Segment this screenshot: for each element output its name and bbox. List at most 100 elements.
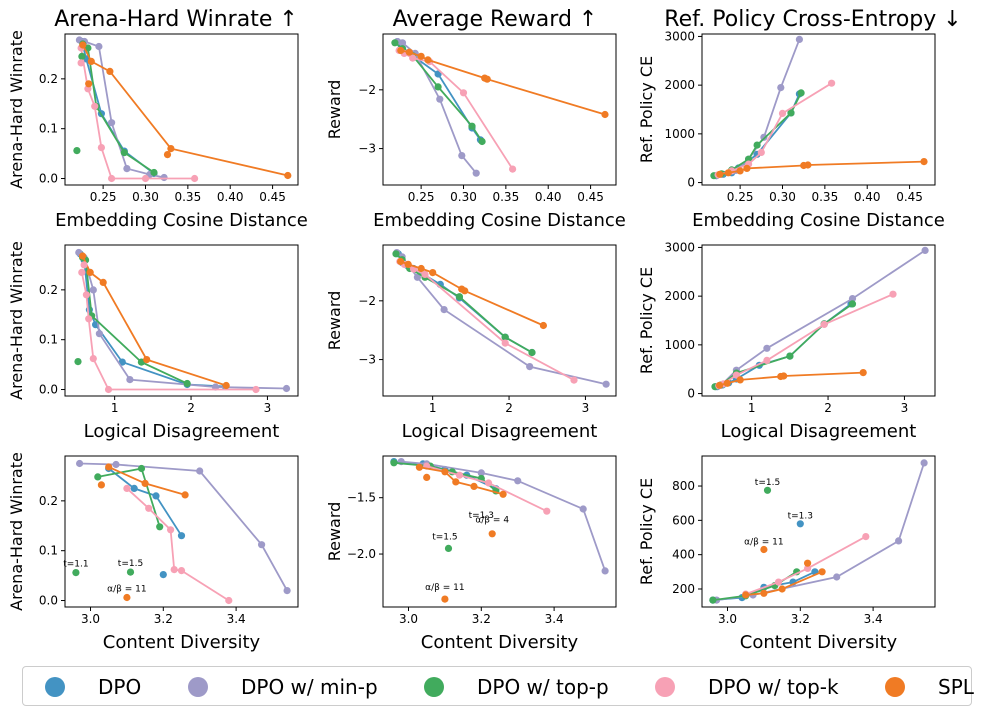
- legend: DPO DPO w/ min-p DPO w/ top-p DPO w/ top…: [22, 666, 974, 706]
- data-point-spl-1: [723, 379, 731, 387]
- col-title-winrate: Arena-Hard Winrate ↑: [54, 7, 298, 32]
- annotation-1: t=1.3: [788, 512, 813, 522]
- data-point-dpo-w-top-p-6: [528, 348, 536, 357]
- data-point-spl-0: [79, 252, 87, 260]
- legend-item-top-k: DPO w/ top-k: [655, 675, 839, 699]
- plot-frame: [382, 455, 617, 608]
- series-line-dpo-w-top-k: [745, 535, 867, 595]
- y-tick-label: −2.0: [347, 547, 376, 561]
- panel-p21: t=1.3α/β = 4 t=1.5 α/β = 11 3.0 3.2 3.4 −2.0 −1…: [325, 455, 617, 653]
- series-line-spl: [745, 570, 823, 596]
- series-line-dpo-w-top-k: [126, 487, 230, 602]
- series-line-dpo-w-top-p: [713, 92, 802, 177]
- x-tick-label: 0.45: [577, 190, 604, 204]
- extra-point-dpo-w-top-k-1: [80, 261, 88, 269]
- data-point-spl-0: [716, 170, 724, 178]
- data-point-spl-2: [778, 585, 786, 593]
- series-line-dpo-w-min-p: [401, 460, 606, 572]
- y-tick-label: 0.1: [39, 544, 58, 558]
- legend-marker-min-p: [188, 677, 208, 697]
- x-tick-label: 3.2: [472, 612, 491, 626]
- data-point-dpo-w-top-p-4: [753, 141, 761, 149]
- plot-frame: [701, 244, 936, 397]
- x-tick-label: 0.35: [492, 190, 519, 204]
- legend-marker-spl: [885, 677, 905, 697]
- legend-item-min-p: DPO w/ min-p: [188, 675, 378, 699]
- data-point-dpo-w-min-p-1: [398, 39, 407, 47]
- data-point-spl-6: [920, 158, 928, 166]
- extra-point-spl-3: [85, 80, 93, 88]
- data-point-dpo-w-min-p-6: [282, 384, 291, 393]
- legend-marker-dpo: [45, 677, 65, 697]
- y-tick-label: 0.2: [39, 494, 58, 508]
- y-tick-label: 2000: [664, 289, 695, 303]
- panel-p10: 1 2 3 0.0 0.1 0.2 Logical Disagreement Arena-Ha…: [7, 241, 299, 442]
- extra-point-spl-4: [163, 151, 172, 159]
- data-point-dpo-w-top-k-2: [409, 54, 417, 62]
- x-axis-label: Logical Disagreement: [721, 421, 917, 442]
- y-tick-label: −2: [358, 83, 376, 97]
- annotation-3: α/β = 11: [425, 583, 464, 593]
- data-point-dpo-w-top-k-2: [85, 315, 93, 323]
- data-point-dpo-w-min-p-1: [112, 460, 120, 469]
- legend-item-dpo: DPO: [45, 675, 141, 699]
- data-point-dpo-w-top-k-3: [97, 144, 105, 152]
- data-point-dpo-w-top-p-5: [501, 333, 509, 341]
- data-point-dpo-w-min-p-5: [602, 380, 610, 388]
- data-point-dpo-w-top-k-4: [820, 320, 828, 328]
- y-tick-label: 400: [672, 548, 695, 562]
- data-point-dpo-w-top-k-1: [82, 291, 90, 299]
- data-point-dpo-2: [152, 492, 160, 500]
- plot-frame: [382, 244, 617, 397]
- annotation-0: t=1.5: [755, 478, 780, 488]
- data-point-dpo-w-min-p-4: [126, 376, 134, 384]
- y-axis-label: Reward: [325, 502, 344, 562]
- panel-p02: 0.25 0.30 0.35 0.40 0.45 0 1000 2000 3000 Embeddi…: [637, 29, 945, 231]
- x-tick-label: 3.2: [791, 612, 810, 626]
- data-point-spl-3: [470, 482, 478, 490]
- data-point-spl-1: [760, 589, 768, 597]
- data-point-dpo-3: [177, 532, 186, 540]
- extra-point-spl-1: [488, 530, 496, 538]
- data-point-spl-0: [105, 463, 113, 471]
- x-tick-label: 3.4: [545, 612, 564, 626]
- series-line-dpo-w-top-p: [97, 467, 161, 528]
- data-point-spl-5: [483, 75, 491, 83]
- data-point-spl-1: [404, 260, 412, 268]
- data-point-dpo-w-top-k-5: [225, 596, 233, 605]
- data-point-dpo-w-min-p-3: [95, 330, 103, 338]
- data-point-spl-0: [397, 257, 405, 266]
- data-point-dpo-w-min-p-5: [601, 567, 609, 575]
- x-tick-label: 1: [748, 401, 756, 415]
- data-point-dpo-w-min-p-3: [895, 537, 903, 545]
- data-point-dpo-w-min-p-3: [108, 119, 116, 127]
- data-point-dpo-w-min-p-3: [258, 541, 266, 549]
- y-tick-label: −3: [358, 142, 376, 156]
- data-point-dpo-w-top-p-6: [797, 89, 805, 97]
- data-point-dpo-w-min-p-4: [458, 152, 466, 160]
- data-point-dpo-w-top-k-4: [177, 567, 186, 575]
- data-point-dpo-w-top-k-3: [862, 533, 870, 541]
- plot-frame: [382, 33, 617, 186]
- col-title-reward: Average Reward ↑: [393, 7, 598, 32]
- extra-point-dpo-w-top-p-1: [126, 568, 135, 576]
- x-tick-label: 3.0: [399, 612, 418, 626]
- data-point-dpo-w-top-p-0: [709, 596, 717, 604]
- annotation-2: t=1.5: [432, 532, 457, 542]
- data-point-dpo-w-min-p-4: [526, 363, 534, 371]
- data-point-dpo-w-top-k-2: [485, 479, 493, 487]
- extra-point-dpo-w-top-p-1: [78, 52, 86, 61]
- y-tick-label: 0.0: [39, 172, 58, 186]
- plot-frame: [701, 33, 936, 186]
- legend-label-top-k: DPO w/ top-k: [708, 675, 839, 699]
- data-point-spl-0: [716, 381, 724, 389]
- x-axis-label: Content Diversity: [421, 632, 579, 653]
- y-tick-label: 1000: [664, 338, 695, 352]
- data-point-spl-1: [441, 468, 449, 476]
- extra-point-spl-4: [97, 481, 105, 489]
- data-point-spl-2: [736, 376, 744, 384]
- series-line-spl: [82, 44, 289, 177]
- y-tick-label: 200: [672, 582, 695, 596]
- x-tick-label: 0.35: [174, 190, 201, 204]
